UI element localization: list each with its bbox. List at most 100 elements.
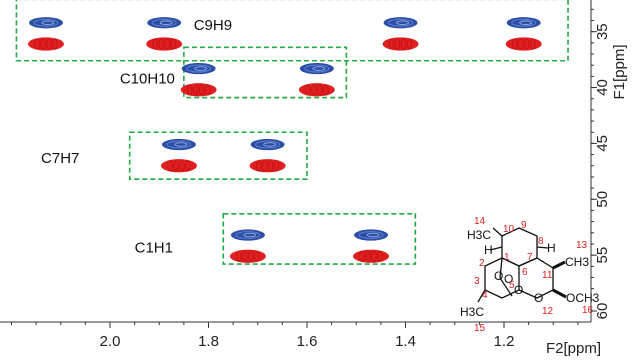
atom-number-12: 12 — [542, 306, 554, 317]
cross-peak — [161, 138, 196, 151]
cross-peak-contour — [52, 38, 58, 50]
cross-peak-contour — [406, 38, 413, 50]
cross-peak-contour — [261, 160, 268, 172]
cross-peak-contour — [248, 250, 254, 262]
cross-peak — [230, 229, 265, 241]
cross-peak-contour — [180, 83, 217, 97]
cross-peak-contour — [512, 38, 518, 50]
cross-peak-contour — [41, 20, 55, 25]
cross-peak-contour — [267, 160, 274, 172]
x-tick-label: 1.4 — [395, 333, 416, 350]
ring-right — [518, 257, 554, 299]
y-tick-label: 60 — [594, 303, 611, 320]
atom-number-11: 11 — [542, 270, 553, 281]
cross-peak-contour — [359, 250, 365, 262]
atom-number-2: 2 — [479, 258, 485, 269]
cross-peak-contour — [371, 250, 377, 262]
atom-number-8: 8 — [538, 236, 544, 247]
cross-peak-contour — [263, 142, 277, 147]
cross-peaks — [27, 17, 542, 263]
cross-peak — [250, 138, 285, 151]
cross-peak — [146, 37, 183, 51]
cross-peak — [299, 62, 334, 75]
cross-peak-contour — [530, 38, 536, 50]
atom-number-15: 15 — [474, 323, 486, 334]
cross-peak-contour — [164, 38, 170, 50]
atom-methyl-11: CH3 — [565, 255, 589, 269]
atom-number-7: 7 — [527, 252, 533, 263]
cross-peak — [28, 17, 63, 29]
x-tick-label: 2.0 — [100, 333, 121, 350]
cross-peak-contour — [388, 38, 395, 50]
bond-c10-h — [489, 246, 503, 251]
cross-peak-contour — [179, 160, 185, 172]
cross-peak — [27, 37, 64, 51]
cross-peak-contour — [388, 18, 414, 27]
annotation-labels: C9H9 C10H10 C7H7 C1H1 — [41, 17, 232, 256]
y-tick-label: 55 — [594, 247, 611, 264]
y-axis-title: F1[ppm] — [611, 44, 628, 99]
x-axis-title: F2[ppm] — [546, 340, 601, 357]
bond-c7-h — [536, 246, 549, 249]
cross-peak-contour — [46, 38, 52, 50]
cross-peak-contour — [255, 160, 262, 172]
atom-number-16: 16 — [582, 305, 594, 316]
cross-peak-contour — [365, 250, 371, 262]
cross-peak-contour — [166, 140, 192, 149]
atom-number-9: 9 — [521, 220, 527, 231]
cross-peak-contour — [242, 250, 248, 262]
cross-peak — [249, 159, 286, 173]
y-tick-label: 50 — [594, 191, 611, 208]
cross-peak-contour — [151, 18, 177, 27]
cross-peak-contour — [27, 37, 64, 51]
cross-peak-contour — [185, 160, 191, 172]
atom-o-ring-5: O — [514, 283, 523, 297]
y-tick-label: 40 — [594, 79, 611, 96]
cross-peak-contour — [33, 18, 59, 27]
cross-peak-contour — [243, 232, 257, 238]
annotation-box-c9h9 — [15, 0, 569, 62]
cross-peak — [180, 83, 217, 97]
cross-peak — [147, 17, 182, 29]
cross-peak-contour — [152, 38, 158, 50]
atom-number-14: 14 — [474, 216, 486, 227]
cross-peak — [382, 37, 419, 51]
cross-peak-contour — [317, 84, 323, 96]
bond-c11-methyl — [552, 260, 566, 270]
cross-peak — [354, 229, 389, 241]
cross-peak-contour — [518, 38, 524, 50]
cross-peak — [298, 83, 335, 97]
cross-peak-contour — [304, 64, 330, 73]
cross-peak-contour — [174, 142, 188, 147]
y-axis: 35 40 45 50 55 60 F1[ppm] — [590, 0, 628, 322]
cross-peak — [383, 17, 418, 29]
cross-peak-contour — [273, 160, 280, 172]
cross-peak-contour — [146, 37, 183, 51]
cross-peak-contour — [358, 231, 384, 239]
x-tick-label: 1.2 — [494, 333, 515, 350]
peroxide-bridge — [499, 257, 513, 297]
atom-number-6: 6 — [522, 267, 528, 278]
atom-number-3: 3 — [474, 276, 480, 287]
cross-peak — [506, 17, 541, 29]
cross-peak-contour — [186, 84, 193, 96]
cross-peak — [353, 249, 390, 263]
cross-peak-contour — [519, 20, 533, 25]
cross-peak-contour — [524, 38, 530, 50]
cross-peak-contour — [400, 38, 407, 50]
y-ticks: 35 40 45 50 55 60 — [591, 8, 611, 320]
cross-peak-contour — [194, 66, 208, 71]
cross-peak-contour — [192, 84, 199, 96]
artemether-structure — [477, 227, 567, 303]
cross-peak-contour — [198, 84, 205, 96]
annotation-label-c9h9: C9H9 — [194, 17, 232, 34]
annotation-box-c1h1 — [222, 213, 417, 265]
cross-peak-contour — [186, 64, 212, 73]
cross-peak-contour — [34, 38, 40, 50]
cross-peak-contour — [235, 231, 261, 239]
cross-peak-contour — [377, 250, 383, 262]
atom-o-ring-12: O — [534, 291, 543, 305]
atom-o-peroxide-2: O — [504, 272, 513, 286]
cross-peak-contour — [167, 160, 173, 172]
cross-peak-contour — [249, 159, 286, 173]
